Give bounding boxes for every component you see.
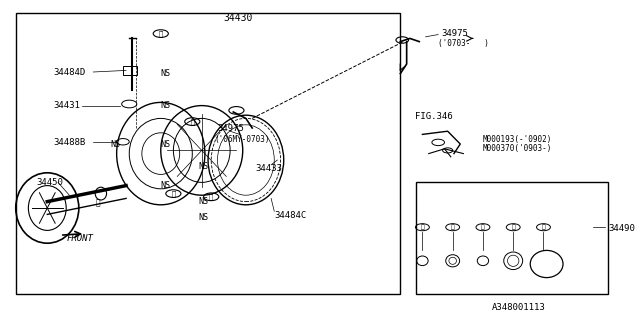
Text: FIG.346: FIG.346 bbox=[415, 112, 452, 121]
Bar bbox=[416, 182, 609, 294]
Text: ('06MY-0703): ('06MY-0703) bbox=[214, 135, 270, 144]
Text: ①: ① bbox=[96, 199, 100, 208]
Text: 34484D: 34484D bbox=[54, 68, 86, 76]
Text: ⑤: ⑤ bbox=[541, 224, 545, 230]
Text: M000370('0903-): M000370('0903-) bbox=[483, 144, 552, 153]
Text: 34431: 34431 bbox=[54, 101, 81, 110]
Text: 34484C: 34484C bbox=[275, 212, 307, 220]
Text: 34488B: 34488B bbox=[54, 138, 86, 147]
Text: ⑤: ⑤ bbox=[209, 194, 213, 200]
Text: ('0703-   ): ('0703- ) bbox=[438, 39, 489, 48]
Text: NS: NS bbox=[198, 213, 209, 222]
Text: NS: NS bbox=[198, 197, 209, 206]
Text: M000193(-'0902): M000193(-'0902) bbox=[483, 135, 552, 144]
Text: NS: NS bbox=[110, 140, 120, 148]
Text: ③: ③ bbox=[159, 30, 163, 37]
Text: ①: ① bbox=[420, 224, 424, 230]
Text: 34430: 34430 bbox=[224, 12, 253, 23]
Text: NS: NS bbox=[161, 181, 171, 190]
Text: 34975: 34975 bbox=[218, 124, 244, 132]
Text: ④: ④ bbox=[511, 224, 515, 230]
Text: NS: NS bbox=[161, 140, 171, 148]
Text: NS: NS bbox=[161, 69, 171, 78]
Text: 34490: 34490 bbox=[609, 224, 636, 233]
Text: ②: ② bbox=[190, 118, 195, 125]
Text: 34433: 34433 bbox=[255, 164, 282, 172]
Text: 34450: 34450 bbox=[36, 178, 63, 187]
Text: FRONT: FRONT bbox=[66, 234, 93, 243]
Text: A348001113: A348001113 bbox=[492, 303, 545, 312]
Text: ②: ② bbox=[451, 224, 454, 230]
Text: 34975: 34975 bbox=[442, 29, 468, 38]
Text: NS: NS bbox=[161, 101, 171, 110]
Text: NS: NS bbox=[198, 162, 209, 171]
Text: ①: ① bbox=[172, 190, 175, 197]
Bar bbox=[123, 66, 137, 75]
Bar bbox=[16, 13, 401, 294]
Text: ③: ③ bbox=[481, 224, 485, 230]
